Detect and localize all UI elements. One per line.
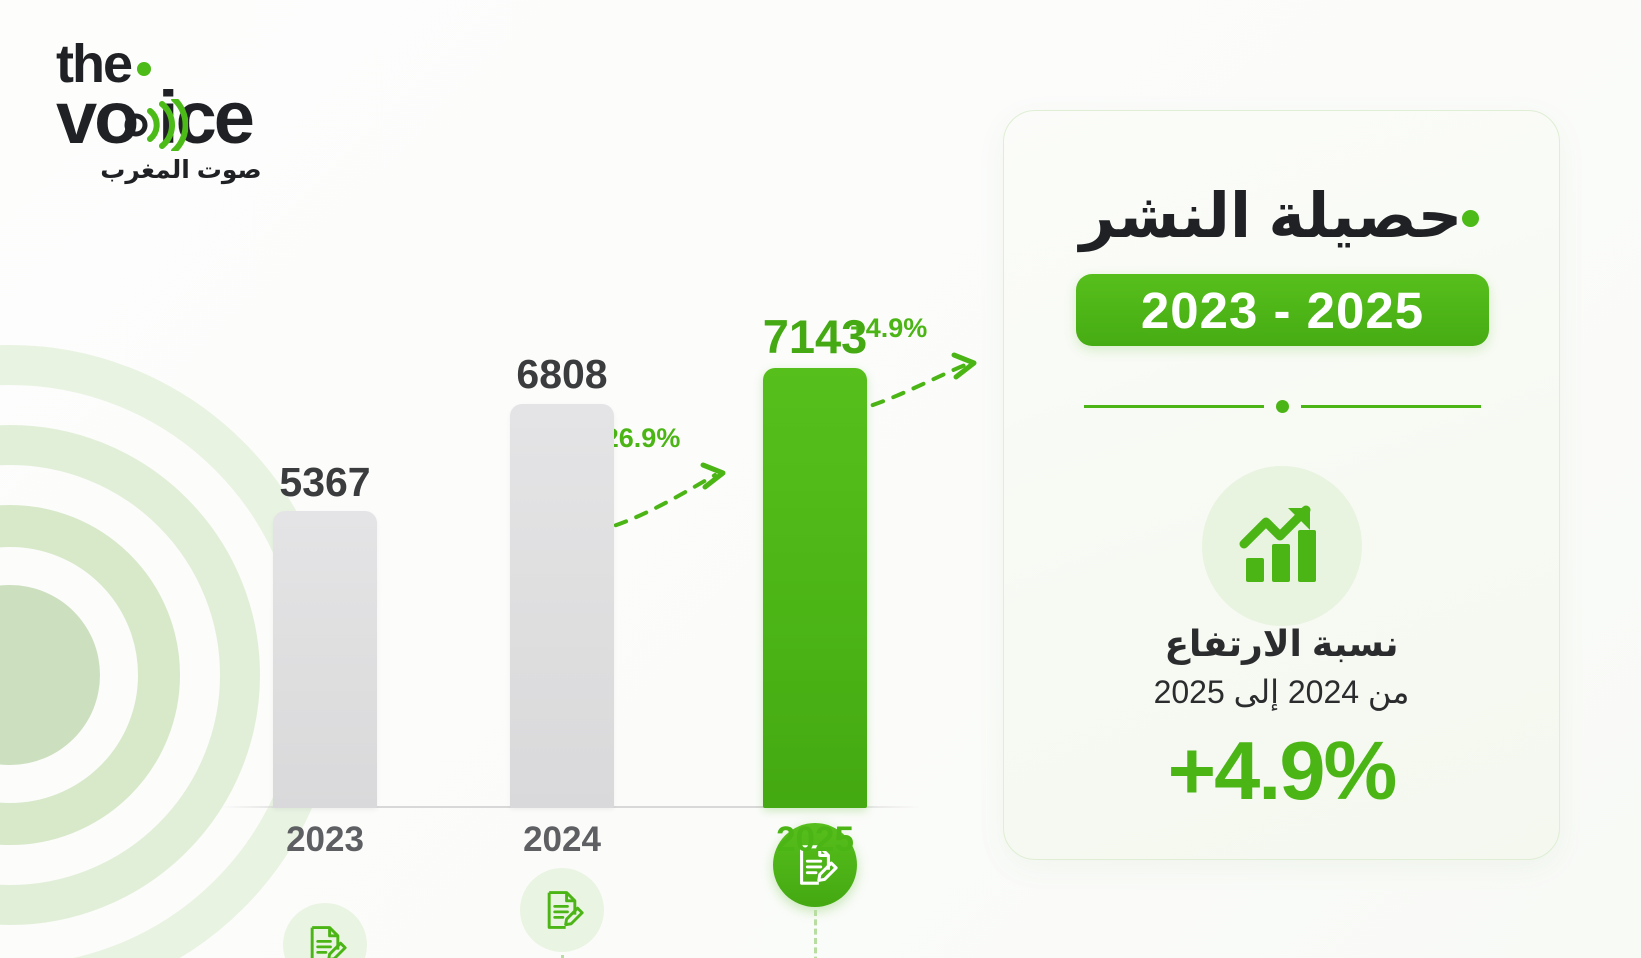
logo-the-text: the: [56, 34, 133, 94]
bar-2023[interactable]: [273, 511, 377, 808]
marker-stem-2025: [814, 910, 817, 958]
logo-soundwave-icon: [124, 98, 188, 151]
growth-arrow-2024-2025: [828, 352, 977, 417]
growth-label-2024-2025: +4.9%: [850, 313, 928, 343]
bar-value-2023: 5367: [279, 459, 371, 505]
bar-2025[interactable]: [763, 368, 867, 808]
divider-dot-icon: [1276, 399, 1289, 413]
logo-arabic-subtitle: صوت المغرب: [100, 155, 262, 184]
stat-icon-circle: [1202, 466, 1362, 626]
divider-line-right: [1301, 404, 1481, 408]
divider-line-left: [1084, 404, 1264, 408]
year-range-badge: 2023 - 2025: [1076, 274, 1489, 346]
summary-card: حصيلة النشر 2023 - 2025 نسبة الارتفاع من…: [1003, 110, 1560, 860]
bar-2024[interactable]: [510, 404, 614, 808]
marker-stem-2024: [561, 955, 564, 958]
stat-value: +4.9%: [1167, 724, 1398, 817]
logo-voice-pre: vo: [56, 75, 139, 159]
panel-title: حصيلة النشر: [1079, 182, 1464, 251]
growth-arrow-2023-2024: [571, 462, 726, 537]
panel-title-row: حصيلة النشر: [1042, 179, 1521, 252]
title-green-dot-icon: [1462, 210, 1480, 227]
bar-value-2024: 6808: [516, 351, 608, 397]
logo-green-dot-icon: [137, 62, 151, 76]
document-pencil-icon: [547, 891, 584, 929]
stat-sublabel: من 2024 إلى 2025: [1153, 674, 1410, 710]
bar-chart: +26.9% +4.9% 5367: [210, 120, 977, 958]
growth-chart-icon: [1239, 505, 1316, 582]
year-label-2024: 2024: [523, 820, 601, 859]
brand-logo: the vo·ice صوت المغرب: [56, 34, 306, 185]
marker-badge-2025: [773, 823, 857, 907]
document-pencil-icon: [310, 926, 347, 958]
bar-value-2025: 7143: [762, 310, 868, 363]
logo-voice-text: vo·ice: [56, 80, 306, 154]
logo-the-row: the: [56, 34, 306, 94]
stat-label: نسبة الارتفاع: [1164, 623, 1399, 664]
year-label-2025: 2025: [776, 820, 854, 859]
section-divider: [1084, 399, 1481, 413]
sound-wave-rings-decoration: [0, 335, 350, 958]
year-label-2023: 2023: [286, 820, 364, 859]
document-pencil-icon: [800, 845, 838, 885]
marker-badge-2024: [520, 868, 604, 952]
